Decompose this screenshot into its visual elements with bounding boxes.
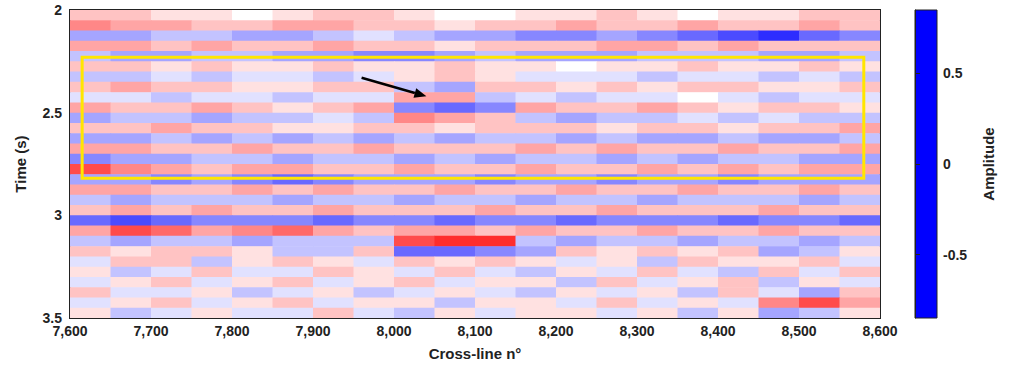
svg-text:Amplitude: Amplitude xyxy=(980,127,997,200)
svg-text:8,100: 8,100 xyxy=(457,323,492,339)
svg-text:8,300: 8,300 xyxy=(619,323,654,339)
svg-text:0: 0 xyxy=(943,156,951,172)
svg-text:-0.5: -0.5 xyxy=(943,247,967,263)
svg-text:7,700: 7,700 xyxy=(133,323,168,339)
svg-text:Time (s): Time (s) xyxy=(12,135,29,192)
svg-text:7,800: 7,800 xyxy=(214,323,249,339)
svg-text:Cross-line n°: Cross-line n° xyxy=(429,345,522,362)
svg-text:2: 2 xyxy=(54,2,62,18)
svg-text:7,600: 7,600 xyxy=(52,323,87,339)
svg-text:2.5: 2.5 xyxy=(43,105,63,121)
svg-text:3: 3 xyxy=(54,207,62,223)
svg-text:8,200: 8,200 xyxy=(538,323,573,339)
svg-text:8,400: 8,400 xyxy=(700,323,735,339)
svg-text:3.5: 3.5 xyxy=(42,310,62,326)
svg-text:8,000: 8,000 xyxy=(376,323,411,339)
svg-text:0.5: 0.5 xyxy=(943,65,963,81)
svg-text:8,500: 8,500 xyxy=(781,323,816,339)
svg-text:8,600: 8,600 xyxy=(862,323,897,339)
svg-text:7,900: 7,900 xyxy=(295,323,330,339)
